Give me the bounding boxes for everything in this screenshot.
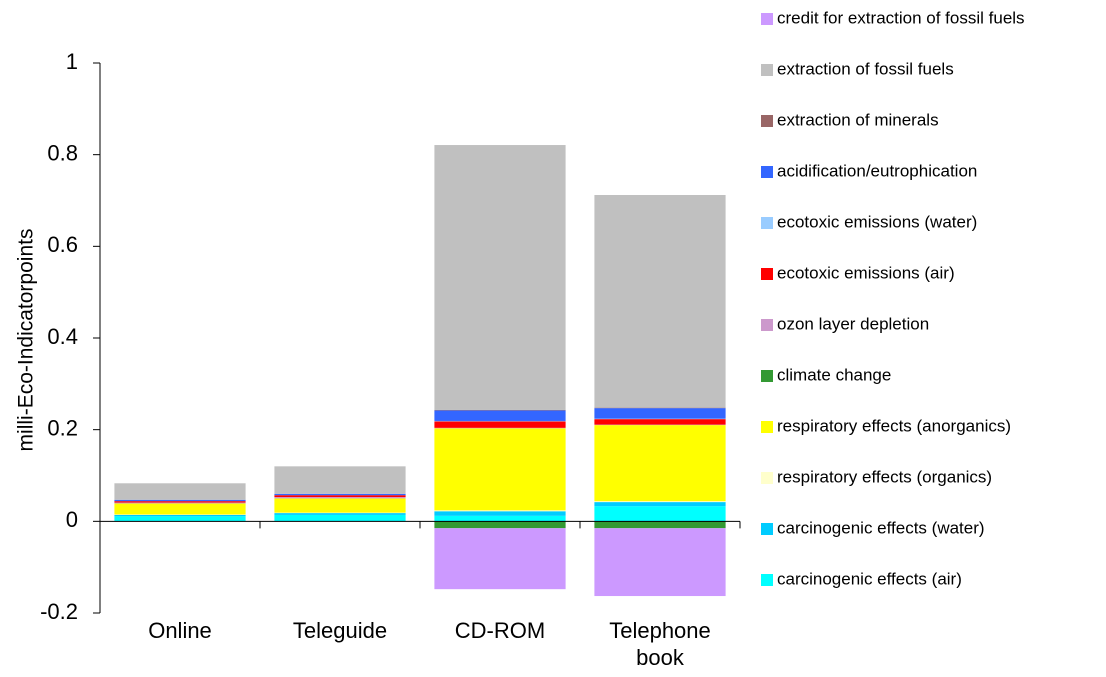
bar-segment xyxy=(434,410,566,421)
legend-label: carcinogenic effects (air) xyxy=(777,569,962,588)
bar-segment xyxy=(114,514,246,517)
bar-segment xyxy=(274,495,406,498)
bar-segment xyxy=(594,408,726,419)
bar-segment xyxy=(114,501,246,503)
bar-segment xyxy=(274,493,406,496)
y-tick-label: -0.2 xyxy=(40,599,78,624)
legend-label: acidification/eutrophication xyxy=(777,161,977,180)
y-tick-label: 1 xyxy=(66,49,78,74)
x-tick-label: Online xyxy=(148,618,212,644)
bar-segment xyxy=(434,145,566,410)
bar-segment xyxy=(594,506,726,522)
legend-swatch xyxy=(761,472,773,484)
bar-segment xyxy=(594,502,726,507)
bar-segment xyxy=(594,425,726,502)
bar-segment xyxy=(114,516,246,522)
bar-segment xyxy=(434,510,566,512)
bar-segment xyxy=(434,428,566,511)
legend-swatch xyxy=(761,421,773,433)
y-axis-label: milli-Eco-Indicatorpoints xyxy=(15,229,38,452)
legend-label: extraction of fossil fuels xyxy=(777,59,954,78)
legend-label: credit for extraction of fossil fuels xyxy=(777,8,1025,27)
x-tick-label: Teleguide xyxy=(292,618,388,644)
legend-label: ozon layer depletion xyxy=(777,314,929,333)
bar-segment xyxy=(274,498,406,513)
legend-swatch xyxy=(761,13,773,25)
legend-swatch xyxy=(761,115,773,127)
bar-segment xyxy=(434,421,566,428)
bar-segment xyxy=(274,514,406,522)
bar-segment xyxy=(594,528,726,597)
legend-label: carcinogenic effects (water) xyxy=(777,518,985,537)
bar-segment xyxy=(594,419,726,425)
legend-swatch xyxy=(761,268,773,280)
bar-segment xyxy=(434,521,566,529)
legend-label: ecotoxic emissions (air) xyxy=(777,263,955,282)
legend-label: climate change xyxy=(777,365,891,384)
bar-segment xyxy=(114,503,246,515)
legend-swatch xyxy=(761,319,773,331)
legend-swatch xyxy=(761,217,773,229)
bar-segment xyxy=(434,528,566,590)
legend-swatch xyxy=(761,370,773,382)
legend-swatch xyxy=(761,166,773,178)
bar-segment xyxy=(594,501,726,503)
y-tick-label: 0.2 xyxy=(47,415,78,440)
y-tick-label: 0.4 xyxy=(47,324,78,349)
bar-segment xyxy=(114,483,246,500)
bar-segment xyxy=(274,497,406,499)
bar-segment xyxy=(434,511,566,516)
y-tick-label: 0.8 xyxy=(47,140,78,165)
legend-label: respiratory effects (anorganics) xyxy=(777,416,1011,435)
x-tick-label: Telephone book xyxy=(609,618,711,671)
legend-swatch xyxy=(761,64,773,76)
bar-segment xyxy=(594,195,726,408)
bar-segment xyxy=(274,513,406,515)
y-tick-label: 0.6 xyxy=(47,232,78,257)
legend-swatch xyxy=(761,523,773,535)
y-tick-label: 0 xyxy=(66,507,78,532)
x-tick-label: CD-ROM xyxy=(454,618,546,644)
bar-segment xyxy=(434,515,566,522)
bar-segment xyxy=(114,502,246,504)
legend-label: ecotoxic emissions (water) xyxy=(777,212,977,231)
legend-swatch xyxy=(761,574,773,586)
bar-segment xyxy=(114,499,246,502)
legend-label: respiratory effects (organics) xyxy=(777,467,992,486)
bar-segment xyxy=(594,521,726,529)
bar-segment xyxy=(274,466,406,494)
legend-label: extraction of minerals xyxy=(777,110,939,129)
